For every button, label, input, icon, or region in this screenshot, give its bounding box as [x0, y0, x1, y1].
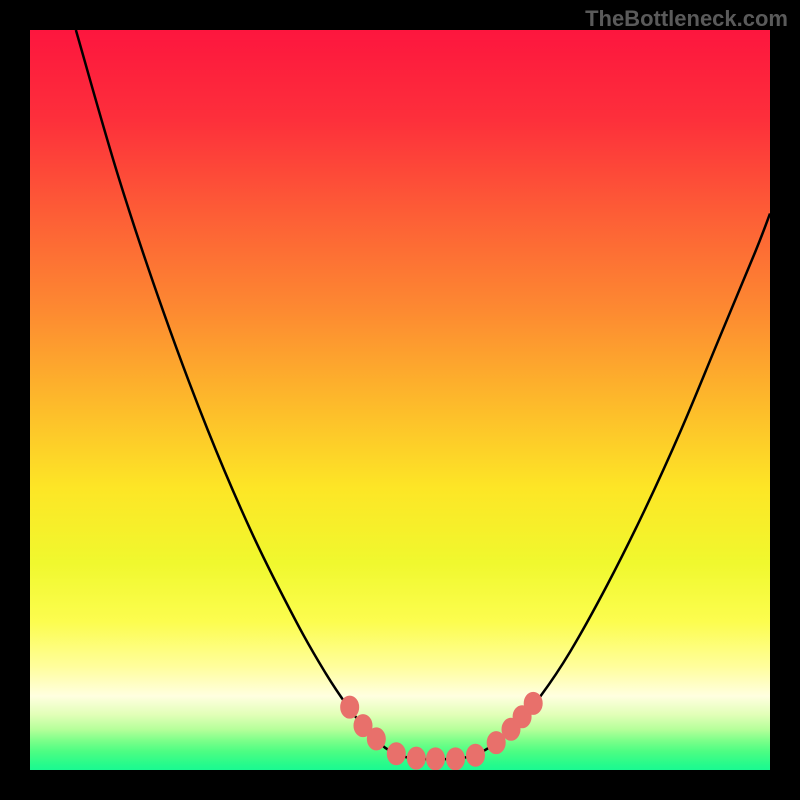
watermark-text: TheBottleneck.com — [585, 6, 788, 32]
chart-container — [30, 30, 770, 770]
chart-gradient-background — [30, 30, 770, 770]
